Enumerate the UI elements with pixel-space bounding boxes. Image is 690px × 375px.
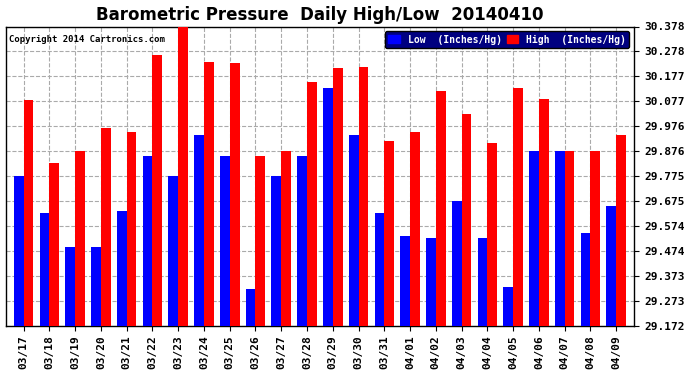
Bar bbox=[591, 152, 600, 375]
Bar bbox=[323, 88, 333, 375]
Bar bbox=[529, 152, 539, 375]
Bar bbox=[513, 88, 523, 375]
Text: Copyright 2014 Cartronics.com: Copyright 2014 Cartronics.com bbox=[9, 36, 165, 45]
Bar bbox=[194, 135, 204, 375]
Bar bbox=[462, 114, 471, 375]
Bar bbox=[204, 62, 214, 375]
Bar bbox=[477, 238, 487, 375]
Bar bbox=[143, 156, 152, 375]
Bar bbox=[297, 156, 307, 375]
Bar bbox=[375, 213, 384, 375]
Bar bbox=[178, 27, 188, 375]
Bar bbox=[555, 152, 564, 375]
Bar bbox=[384, 141, 394, 375]
Bar bbox=[23, 100, 33, 375]
Bar bbox=[75, 152, 85, 375]
Title: Barometric Pressure  Daily High/Low  20140410: Barometric Pressure Daily High/Low 20140… bbox=[96, 6, 544, 24]
Bar bbox=[66, 247, 75, 375]
Bar bbox=[503, 287, 513, 375]
Bar bbox=[607, 206, 616, 375]
Bar bbox=[220, 156, 230, 375]
Bar bbox=[333, 68, 342, 375]
Bar bbox=[348, 135, 359, 375]
Bar bbox=[580, 233, 591, 375]
Bar bbox=[230, 63, 239, 375]
Bar bbox=[152, 54, 162, 375]
Bar bbox=[117, 211, 127, 375]
Bar bbox=[307, 82, 317, 375]
Bar bbox=[436, 91, 446, 375]
Bar bbox=[91, 247, 101, 375]
Bar bbox=[168, 176, 178, 375]
Bar bbox=[539, 99, 549, 375]
Legend: Low  (Inches/Hg), High  (Inches/Hg): Low (Inches/Hg), High (Inches/Hg) bbox=[385, 32, 629, 48]
Bar bbox=[14, 176, 23, 375]
Bar bbox=[271, 176, 282, 375]
Bar bbox=[127, 132, 137, 375]
Bar bbox=[564, 152, 575, 375]
Bar bbox=[101, 128, 110, 375]
Bar bbox=[246, 289, 255, 375]
Bar bbox=[255, 156, 265, 375]
Bar bbox=[400, 236, 410, 375]
Bar bbox=[410, 132, 420, 375]
Bar bbox=[616, 135, 626, 375]
Bar bbox=[359, 67, 368, 375]
Bar bbox=[282, 152, 291, 375]
Bar bbox=[39, 213, 50, 375]
Bar bbox=[50, 163, 59, 375]
Bar bbox=[487, 143, 497, 375]
Bar bbox=[452, 201, 462, 375]
Bar bbox=[426, 238, 436, 375]
